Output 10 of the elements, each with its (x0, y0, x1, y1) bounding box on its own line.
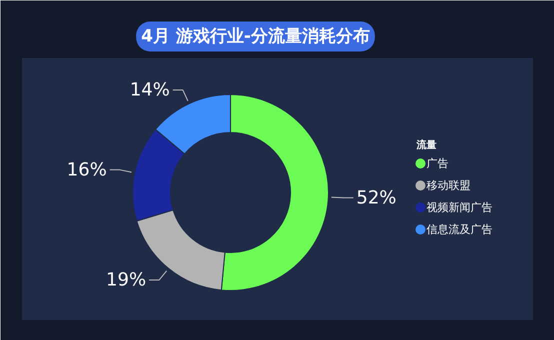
legend-label: 广告 (426, 157, 448, 170)
legend-label: 视频新闻广告 (426, 201, 492, 214)
data-label: 52% (356, 187, 396, 208)
chart-title: 4月 游戏行业-分流量消耗分布 (141, 26, 370, 46)
legend-title: 流量 (416, 139, 436, 151)
data-label: 16% (66, 159, 107, 180)
legend-label: 信息流及广告 (426, 223, 492, 236)
data-label: 14% (130, 80, 170, 101)
data-label: 19% (106, 270, 146, 291)
legend-label: 移动联盟 (426, 179, 470, 192)
